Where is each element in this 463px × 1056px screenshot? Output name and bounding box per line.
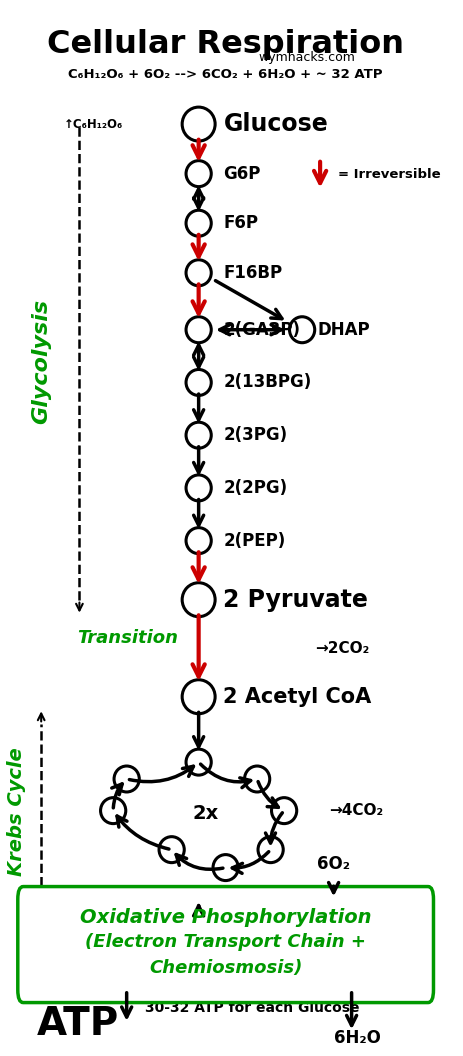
Text: (Electron Transport Chain +: (Electron Transport Chain + [85,934,365,951]
Text: 2(2PG): 2(2PG) [223,479,287,497]
Text: ATP: ATP [37,1004,119,1042]
Text: Glucose: Glucose [223,112,327,136]
Text: DHAP: DHAP [317,321,369,339]
Text: 2(13BPG): 2(13BPG) [223,374,311,392]
Text: Chemiosmosis): Chemiosmosis) [149,959,302,977]
Text: 2 Acetyl CoA: 2 Acetyl CoA [223,686,371,706]
FancyBboxPatch shape [18,887,432,1002]
Text: ↑C₆H₁₂O₆: ↑C₆H₁₂O₆ [63,117,123,131]
Text: 2 Pyruvate: 2 Pyruvate [223,588,368,611]
Text: Transition: Transition [77,628,178,646]
Text: →2CO₂: →2CO₂ [315,641,369,656]
Text: wymhacks.com: wymhacks.com [257,52,354,64]
Text: Krebs Cycle: Krebs Cycle [7,748,26,876]
Text: 2(GA3P): 2(GA3P) [223,321,300,339]
Text: F16BP: F16BP [223,264,282,282]
Text: →4CO₂: →4CO₂ [328,804,382,818]
Text: 6O₂: 6O₂ [316,855,350,873]
Text: 2x: 2x [193,804,219,823]
Text: = Irreversible: = Irreversible [338,168,440,182]
Text: C₆H₁₂O₆ + 6O₂ --> 6CO₂ + 6H₂O + ~ 32 ATP: C₆H₁₂O₆ + 6O₂ --> 6CO₂ + 6H₂O + ~ 32 ATP [68,69,382,81]
Text: 2(PEP): 2(PEP) [223,531,285,550]
Text: 2(3PG): 2(3PG) [223,427,287,445]
Text: Cellular Respiration: Cellular Respiration [47,30,403,60]
Text: 30-32 ATP for each Glucose: 30-32 ATP for each Glucose [144,1001,358,1015]
Text: F6P: F6P [223,214,258,232]
Text: Oxidative Phosphorylation: Oxidative Phosphorylation [80,908,370,927]
Text: 6H₂O: 6H₂O [333,1030,380,1048]
Text: Glycolysis: Glycolysis [31,299,51,425]
Text: G6P: G6P [223,165,260,183]
